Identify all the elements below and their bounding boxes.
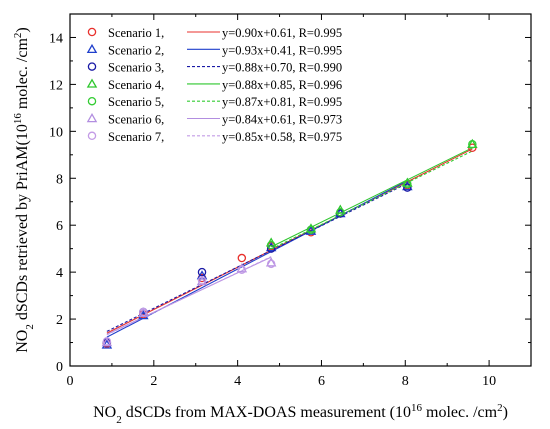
data-point-scenario-6	[138, 307, 149, 317]
fit-line-scenario-7	[106, 256, 272, 336]
axis-label-part: NO	[14, 330, 31, 353]
data-point-scenario-3	[197, 267, 207, 277]
data-point-scenario-7	[139, 307, 148, 317]
legend-name-scenario-3: Scenario 3,	[108, 61, 164, 75]
axis-label-part: )	[14, 27, 31, 32]
x-axis-label: NO2 dSCDs from MAX-DOAS measurement (101…	[93, 402, 508, 426]
legend-name-scenario-4: Scenario 4,	[108, 78, 164, 92]
fit-lines	[106, 147, 473, 338]
y-tick-label: 8	[56, 172, 63, 187]
axes: 0 2 4 6 8 10 0 2 4 6 8 10 12 14	[49, 13, 532, 389]
legend-marker-scenario-2	[86, 43, 98, 54]
fit-line-scenario-4	[270, 147, 473, 248]
x-tick-label: 10	[482, 374, 496, 389]
data-point-scenario-6	[101, 337, 113, 347]
data-point-scenario-6	[196, 276, 208, 286]
y-tick-label: 12	[49, 78, 63, 93]
data-point-scenario-4	[402, 177, 413, 187]
data-point-scenario-4	[305, 223, 317, 233]
data-point-scenario-5	[468, 139, 477, 149]
axis-label-part: NO	[93, 404, 116, 421]
legend-name-scenario-7: Scenario 7,	[108, 130, 164, 144]
y-axis-label: NO2 dSCDs retrieved by PriAM(1016 molec.…	[12, 27, 36, 353]
axis-label-part: )	[503, 404, 508, 421]
legend-fit-scenario-3: y=0.88x+0.70, R=0.990	[222, 61, 342, 75]
data-point-scenario-7	[266, 259, 276, 269]
axis-label-part: 2	[497, 402, 503, 414]
plot-frame	[69, 13, 532, 367]
data-point-scenario-5	[306, 225, 316, 235]
x-tick-label: 0	[67, 374, 74, 389]
axis-label-part: 2	[24, 324, 36, 330]
data-point-scenario-5	[336, 208, 345, 217]
axis-label-part: molec. /cm	[14, 38, 31, 114]
legend-marker-scenario-3	[87, 62, 97, 71]
legend-marker-scenario-4	[86, 78, 98, 88]
x-tick-label: 6	[318, 374, 325, 389]
y-tick-label: 4	[56, 266, 63, 281]
y-tick-label: 2	[56, 313, 63, 328]
legend-fit-scenario-2: y=0.93x+0.41, R=0.995	[222, 43, 342, 57]
legend-name-scenario-1: Scenario 1,	[108, 26, 164, 40]
data-point-scenario-3	[403, 183, 412, 192]
legend-marker-scenario-1	[87, 27, 97, 37]
legend-name-scenario-2: Scenario 2,	[108, 43, 164, 57]
data-point-scenario-5	[403, 179, 412, 189]
legend-marker-scenario-5	[87, 96, 97, 106]
axis-label-part: 16	[12, 113, 24, 125]
x-tick-label: 8	[402, 374, 409, 389]
fit-line-scenario-3	[106, 182, 408, 332]
data-point-scenario-7	[102, 337, 112, 346]
y-tick-label: 6	[56, 219, 63, 234]
axis-label-part: 2	[116, 414, 122, 426]
axis-label-part: 16	[411, 402, 423, 414]
legend-fit-scenario-5: y=0.87x+0.81, R=0.995	[222, 95, 342, 109]
data-point-scenario-3	[266, 244, 276, 253]
legend-fit-scenario-4: y=0.88x+0.85, R=0.996	[222, 78, 342, 92]
data-point-scenario-7	[197, 276, 207, 285]
legend-fit-scenario-6: y=0.84x+0.61, R=0.973	[222, 113, 342, 127]
axis-label-part: dSCDs retrieved by PriAM(10	[14, 124, 31, 324]
legend: Scenario 1, y=0.90x+0.61, R=0.995 Scenario…	[86, 26, 342, 144]
data-point-scenario-6	[236, 263, 248, 273]
x-tick-label: 4	[234, 374, 241, 389]
data-point-scenario-2	[265, 242, 277, 252]
axis-label-part: dSCDs from MAX-DOAS measurement (10	[122, 404, 411, 421]
data-markers	[101, 138, 478, 349]
data-point-scenario-5	[266, 240, 276, 250]
axis-label-part: 2	[12, 33, 24, 39]
legend-fit-scenario-1: y=0.90x+0.61, R=0.995	[222, 26, 342, 40]
fit-line-scenario-1	[106, 148, 473, 334]
x-tick-label: 2	[150, 374, 157, 389]
data-point-scenario-1	[237, 253, 247, 263]
legend-name-scenario-5: Scenario 5,	[108, 95, 164, 109]
y-tick-label: 14	[49, 31, 63, 46]
y-tick-label: 0	[56, 360, 63, 375]
data-point-scenario-6	[265, 257, 277, 267]
legend-name-scenario-6: Scenario 6,	[108, 113, 164, 127]
legend-marker-scenario-7	[87, 131, 97, 141]
axis-label-part: molec. /cm	[422, 404, 498, 421]
data-point-scenario-2	[305, 225, 317, 235]
legend-marker-scenario-6	[86, 113, 98, 123]
y-tick-label: 10	[49, 125, 63, 140]
data-point-scenario-7	[237, 265, 247, 275]
legend-fit-scenario-7: y=0.85x+0.58, R=0.975	[222, 130, 342, 144]
fit-line-scenario-5	[270, 150, 473, 250]
